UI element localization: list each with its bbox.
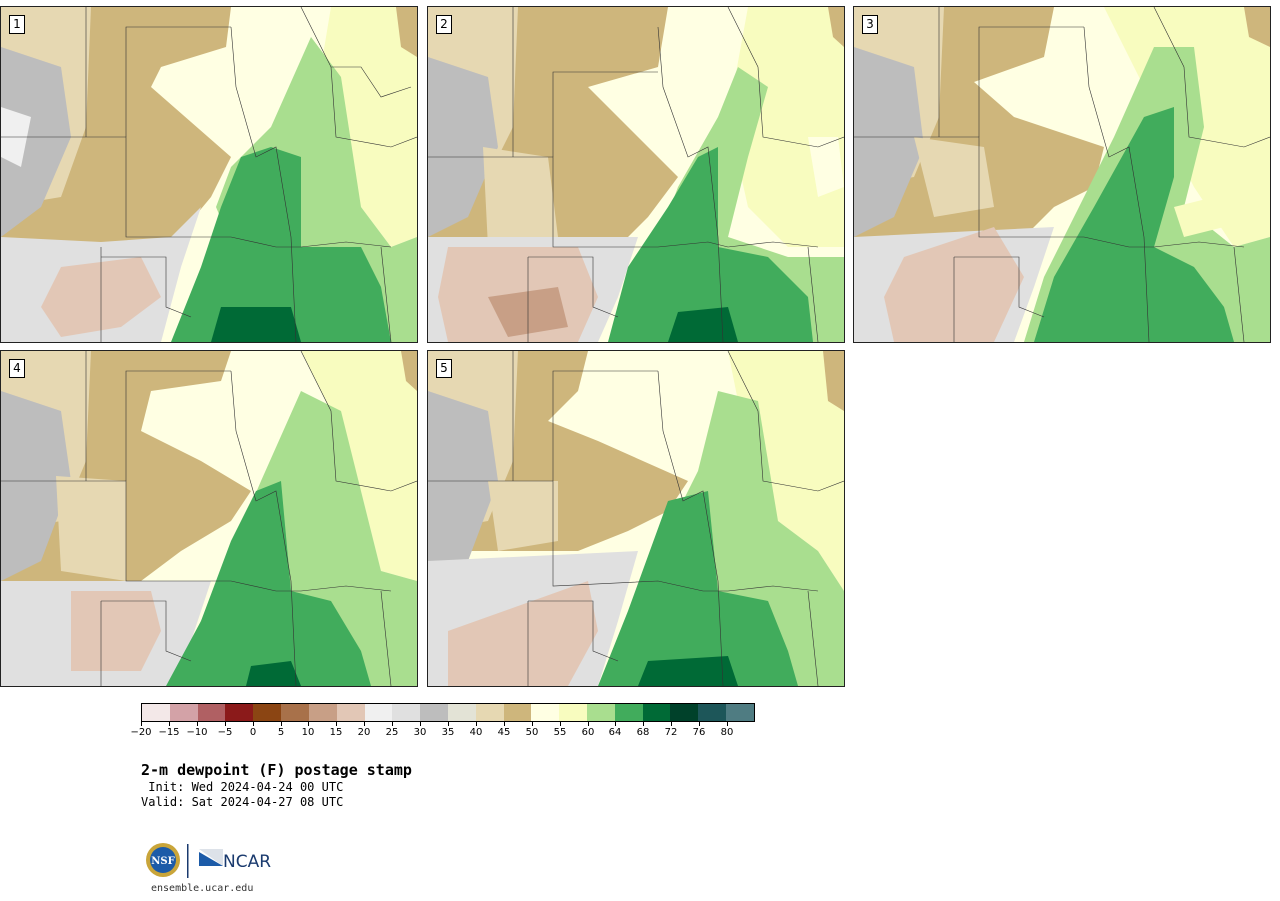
colorbar-swatch	[253, 704, 282, 721]
colorbar-tick-label: 76	[692, 727, 706, 738]
colorbar-tick	[308, 722, 309, 726]
panel-number-1: 1	[9, 15, 25, 34]
colorbar-tick	[588, 722, 589, 726]
colorbar-tick	[281, 722, 282, 726]
panel-number-5: 5	[436, 359, 452, 378]
colorbar-tick-label: 80	[720, 727, 734, 738]
colorbar-tick	[560, 722, 561, 726]
colorbar-tick-label: 40	[469, 727, 483, 738]
colorbar-swatch	[336, 704, 365, 721]
colorbar-tick	[420, 722, 421, 726]
colorbar-swatch	[698, 704, 727, 721]
colorbar-swatch	[197, 704, 226, 721]
dewpoint-map-3	[854, 7, 1270, 342]
colorbar-tick	[197, 722, 198, 726]
ensemble-member-panel-1: 1	[0, 6, 418, 343]
colorbar-tick-label: 10	[301, 727, 315, 738]
colorbar-tick-label: 5	[277, 727, 285, 738]
colorbar-swatch	[614, 704, 643, 721]
colorbar-tick	[225, 722, 226, 726]
colorbar-swatch	[169, 704, 198, 721]
colorbar-tick-labels: −20 −15 −10 −5 0 5 10 15 20 25 30 35 40 45 50 55 60 64 68 7…	[130, 722, 755, 742]
dewpoint-map-5	[428, 351, 844, 686]
colorbar-tick-label: 50	[525, 727, 539, 738]
nsf-logo: NSF NCAR	[146, 843, 271, 878]
colorbar-tick-label: 25	[385, 727, 399, 738]
ensemble-member-panel-5: 5	[427, 350, 845, 687]
svg-text:NSF: NSF	[151, 856, 174, 867]
colorbar-swatch	[225, 704, 254, 721]
colorbar-tick-label: 55	[553, 727, 567, 738]
colorbar-swatch	[642, 704, 671, 721]
panel-number-3: 3	[862, 15, 878, 34]
colorbar-swatch	[587, 704, 615, 721]
colorbar-tick	[643, 722, 644, 726]
valid-time: Valid: Sat 2024-04-27 08 UTC	[141, 795, 344, 809]
init-time: Init: Wed 2024-04-24 00 UTC	[141, 780, 344, 794]
colorbar-swatch	[308, 704, 337, 721]
colorbar-swatch	[559, 704, 587, 721]
colorbar-tick-label: 20	[357, 727, 371, 738]
colorbar-tick-label: 35	[441, 727, 455, 738]
colorbar-tick-label: −15	[158, 727, 180, 738]
colorbar-tick	[392, 722, 393, 726]
colorbar-swatch	[503, 704, 532, 721]
colorbar-tick-label: 68	[636, 727, 650, 738]
dewpoint-colorbar	[141, 703, 755, 722]
colorbar-tick	[448, 722, 449, 726]
colorbar-swatch	[420, 704, 448, 721]
colorbar-swatch	[475, 704, 504, 721]
ensemble-member-panel-3: 3	[853, 6, 1271, 343]
colorbar-tick	[169, 722, 170, 726]
map-title: 2-m dewpoint (F) postage stamp	[141, 761, 412, 779]
colorbar-tick	[532, 722, 533, 726]
colorbar-tick-label: 15	[329, 727, 343, 738]
colorbar-swatch	[392, 704, 421, 721]
colorbar-tick-label: −5	[217, 727, 233, 738]
colorbar-tick-label: 30	[413, 727, 427, 738]
colorbar-swatch	[726, 704, 754, 721]
colorbar-tick-label: 60	[581, 727, 595, 738]
site-url: ensemble.ucar.edu	[151, 883, 254, 894]
colorbar-tick	[336, 722, 337, 726]
ncar-wordmark: NCAR	[223, 852, 271, 872]
colorbar-tick	[253, 722, 254, 726]
colorbar-tick-label: 0	[249, 727, 257, 738]
colorbar-tick	[699, 722, 700, 726]
panel-number-2: 2	[436, 15, 452, 34]
colorbar-tick-label: 45	[497, 727, 511, 738]
logos: NSF NCAR	[143, 840, 283, 882]
colorbar-swatch	[670, 704, 699, 721]
colorbar-swatch	[447, 704, 476, 721]
colorbar-tick	[476, 722, 477, 726]
ensemble-member-panel-4: 4	[0, 350, 418, 687]
colorbar-tick-label: 72	[664, 727, 678, 738]
colorbar-tick-label: 64	[608, 727, 622, 738]
dewpoint-map-2	[428, 7, 844, 342]
colorbar-tick	[364, 722, 365, 726]
colorbar-tick-label: −20	[130, 727, 152, 738]
colorbar-tick	[615, 722, 616, 726]
colorbar-tick	[727, 722, 728, 726]
dewpoint-map-4	[1, 351, 417, 686]
ensemble-member-panel-2: 2	[427, 6, 845, 343]
colorbar-tick	[504, 722, 505, 726]
colorbar-swatch	[142, 704, 170, 721]
colorbar-tick	[141, 722, 142, 726]
colorbar-tick	[671, 722, 672, 726]
colorbar-swatch	[281, 704, 309, 721]
colorbar-tick-label: −10	[186, 727, 208, 738]
colorbar-swatch	[364, 704, 393, 721]
colorbar-swatch	[531, 704, 560, 721]
dewpoint-map-1	[1, 7, 417, 342]
panel-number-4: 4	[9, 359, 25, 378]
